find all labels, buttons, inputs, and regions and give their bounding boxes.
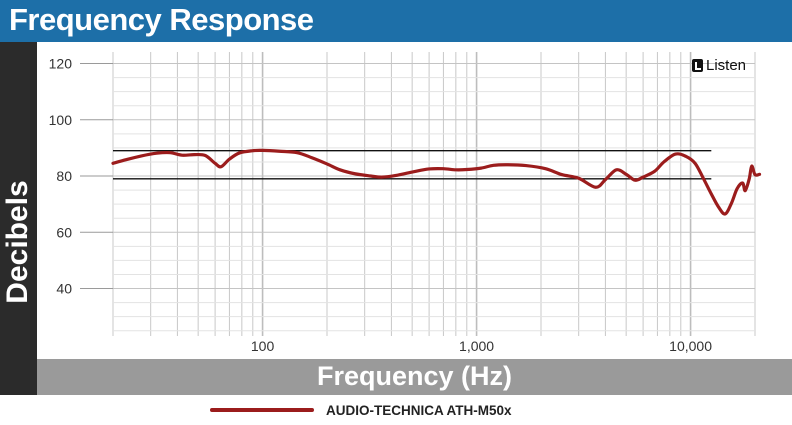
x-tick-label: 1,000 [459,338,494,354]
brand-name: Listen [706,57,747,74]
legend-label: AUDIO-TECHNICA ATH-M50x [326,402,512,418]
y-tick-label: 100 [49,112,73,128]
y-tick-label: 60 [56,224,72,240]
x-axis-title: Frequency (Hz) [316,361,513,391]
legend: AUDIO-TECHNICA ATH-M50x [210,400,512,420]
brand-logo: Listen [692,57,746,74]
grid [112,52,756,336]
x-axis-title-bar: Frequency (Hz) [37,359,792,395]
x-tick-label: 10,000 [669,338,712,354]
chart-title: Frequency Response [9,2,314,37]
brand-icon [692,59,703,72]
legend-swatch [210,408,314,412]
y-axis-title-bar: Decibels [0,42,37,395]
series-line-ath-m50x [111,148,762,216]
y-tick-label: 40 [56,281,72,297]
y-tick-label: 80 [56,168,72,184]
y-tick-label: 120 [49,56,73,72]
chart-title-bar: Frequency Response [0,0,792,42]
x-tick-label: 100 [251,338,275,354]
